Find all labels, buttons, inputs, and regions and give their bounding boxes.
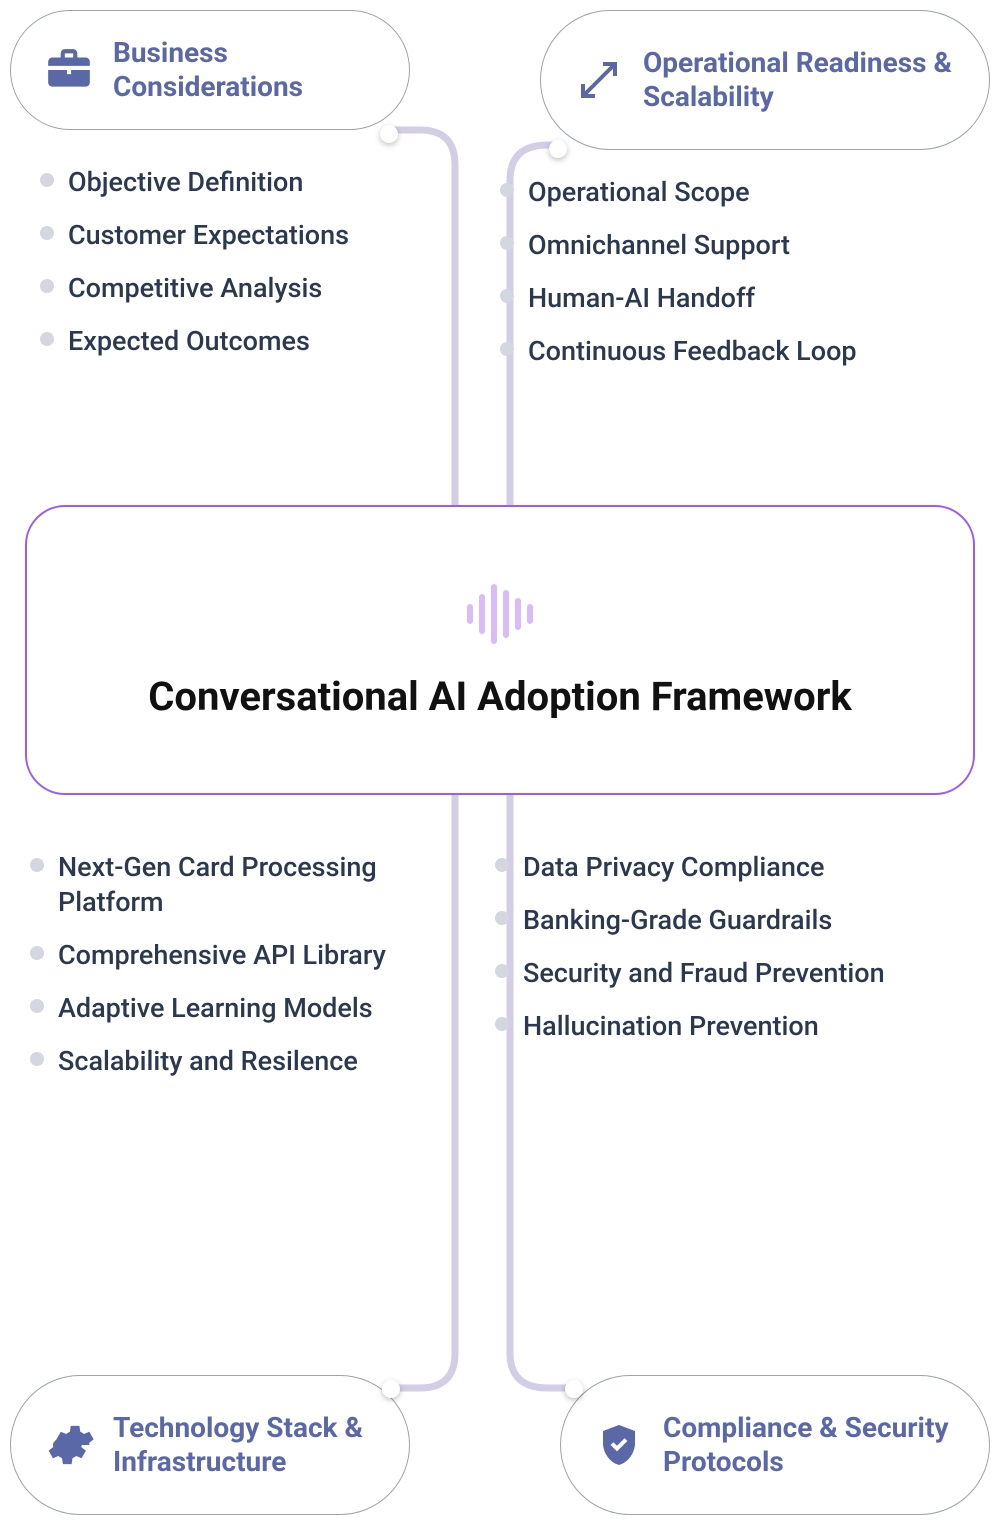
top_left-connector-dot xyxy=(380,125,398,143)
bullet-dot-icon xyxy=(40,279,54,293)
center-title: Conversational AI Adoption Framework xyxy=(148,673,852,721)
bullet-text: Omnichannel Support xyxy=(528,228,790,263)
bullet-dot-icon xyxy=(500,236,514,250)
top_left-label: Business Considerations xyxy=(113,36,379,103)
list-item: Objective Definition xyxy=(40,165,440,200)
bullet-text: Objective Definition xyxy=(68,165,303,200)
bottom_right-connector-dot xyxy=(565,1380,583,1398)
top_right-pill: Operational Readiness & Scalability xyxy=(540,10,990,150)
list-item: Hallucination Prevention xyxy=(495,1009,895,1044)
bullet-dot-icon xyxy=(500,289,514,303)
bullet-dot-icon xyxy=(495,911,509,925)
list-item: Competitive Analysis xyxy=(40,271,440,306)
list-item: Expected Outcomes xyxy=(40,324,440,359)
bullet-dot-icon xyxy=(495,1017,509,1031)
list-item: Scalability and Resilence xyxy=(30,1044,430,1079)
bullet-text: Human-AI Handoff xyxy=(528,281,755,316)
bottom_right-bullets: Data Privacy Compliance Banking-Grade Gua… xyxy=(495,850,895,1044)
bullet-dot-icon xyxy=(495,964,509,978)
list-item: Customer Expectations xyxy=(40,218,440,253)
bottom_left-bullets: Next-Gen Card Processing Platform Compreh… xyxy=(30,850,430,1079)
bullet-text: Scalability and Resilence xyxy=(58,1044,358,1079)
top_right-label: Operational Readiness & Scalability xyxy=(643,46,959,113)
bullet-text: Continuous Feedback Loop xyxy=(528,334,857,369)
bullet-dot-icon xyxy=(30,999,44,1013)
list-item: Next-Gen Card Processing Platform xyxy=(30,850,430,920)
list-item: Operational Scope xyxy=(500,175,960,210)
top_right-bullets: Operational Scope Omnichannel Support Huma… xyxy=(500,175,960,369)
bullet-dot-icon xyxy=(30,858,44,872)
top_right-connector-dot xyxy=(549,140,567,158)
bullet-dot-icon xyxy=(40,226,54,240)
bullet-dot-icon xyxy=(40,173,54,187)
waveform-icon xyxy=(460,579,540,653)
top_left-pill: Business Considerations xyxy=(10,10,410,130)
bullet-text: Adaptive Learning Models xyxy=(58,991,373,1026)
list-item: Continuous Feedback Loop xyxy=(500,334,960,369)
bottom_left-label: Technology Stack & Infrastructure xyxy=(113,1411,379,1478)
bullet-text: Competitive Analysis xyxy=(68,271,322,306)
bottom_right-label: Compliance & Security Protocols xyxy=(663,1411,959,1478)
bullet-text: Security and Fraud Prevention xyxy=(523,956,885,991)
bullet-dot-icon xyxy=(500,342,514,356)
list-item: Omnichannel Support xyxy=(500,228,960,263)
bullet-text: Data Privacy Compliance xyxy=(523,850,824,885)
bullet-text: Next-Gen Card Processing Platform xyxy=(58,850,430,920)
bullet-dot-icon xyxy=(495,858,509,872)
expand-icon xyxy=(571,52,627,108)
bullet-text: Expected Outcomes xyxy=(68,324,310,359)
bullet-text: Hallucination Prevention xyxy=(523,1009,819,1044)
bullet-text: Comprehensive API Library xyxy=(58,938,386,973)
list-item: Adaptive Learning Models xyxy=(30,991,430,1026)
briefcase-icon xyxy=(41,42,97,98)
list-item: Comprehensive API Library xyxy=(30,938,430,973)
top_left-bullets: Objective Definition Customer Expectation… xyxy=(40,165,440,359)
list-item: Security and Fraud Prevention xyxy=(495,956,895,991)
shield-icon xyxy=(591,1417,647,1473)
bullet-text: Customer Expectations xyxy=(68,218,349,253)
bullet-text: Banking-Grade Guardrails xyxy=(523,903,832,938)
bullet-dot-icon xyxy=(40,332,54,346)
list-item: Data Privacy Compliance xyxy=(495,850,895,885)
bottom_left-pill: Technology Stack & Infrastructure xyxy=(10,1375,410,1515)
bottom_right-pill: Compliance & Security Protocols xyxy=(560,1375,990,1515)
bullet-dot-icon xyxy=(30,946,44,960)
bottom_left-connector-dot xyxy=(382,1380,400,1398)
list-item: Human-AI Handoff xyxy=(500,281,960,316)
center-framework-box: Conversational AI Adoption Framework xyxy=(25,505,975,795)
bullet-dot-icon xyxy=(500,183,514,197)
bullet-text: Operational Scope xyxy=(528,175,750,210)
list-item: Banking-Grade Guardrails xyxy=(495,903,895,938)
bullet-dot-icon xyxy=(30,1052,44,1066)
gear-icon xyxy=(41,1417,97,1473)
